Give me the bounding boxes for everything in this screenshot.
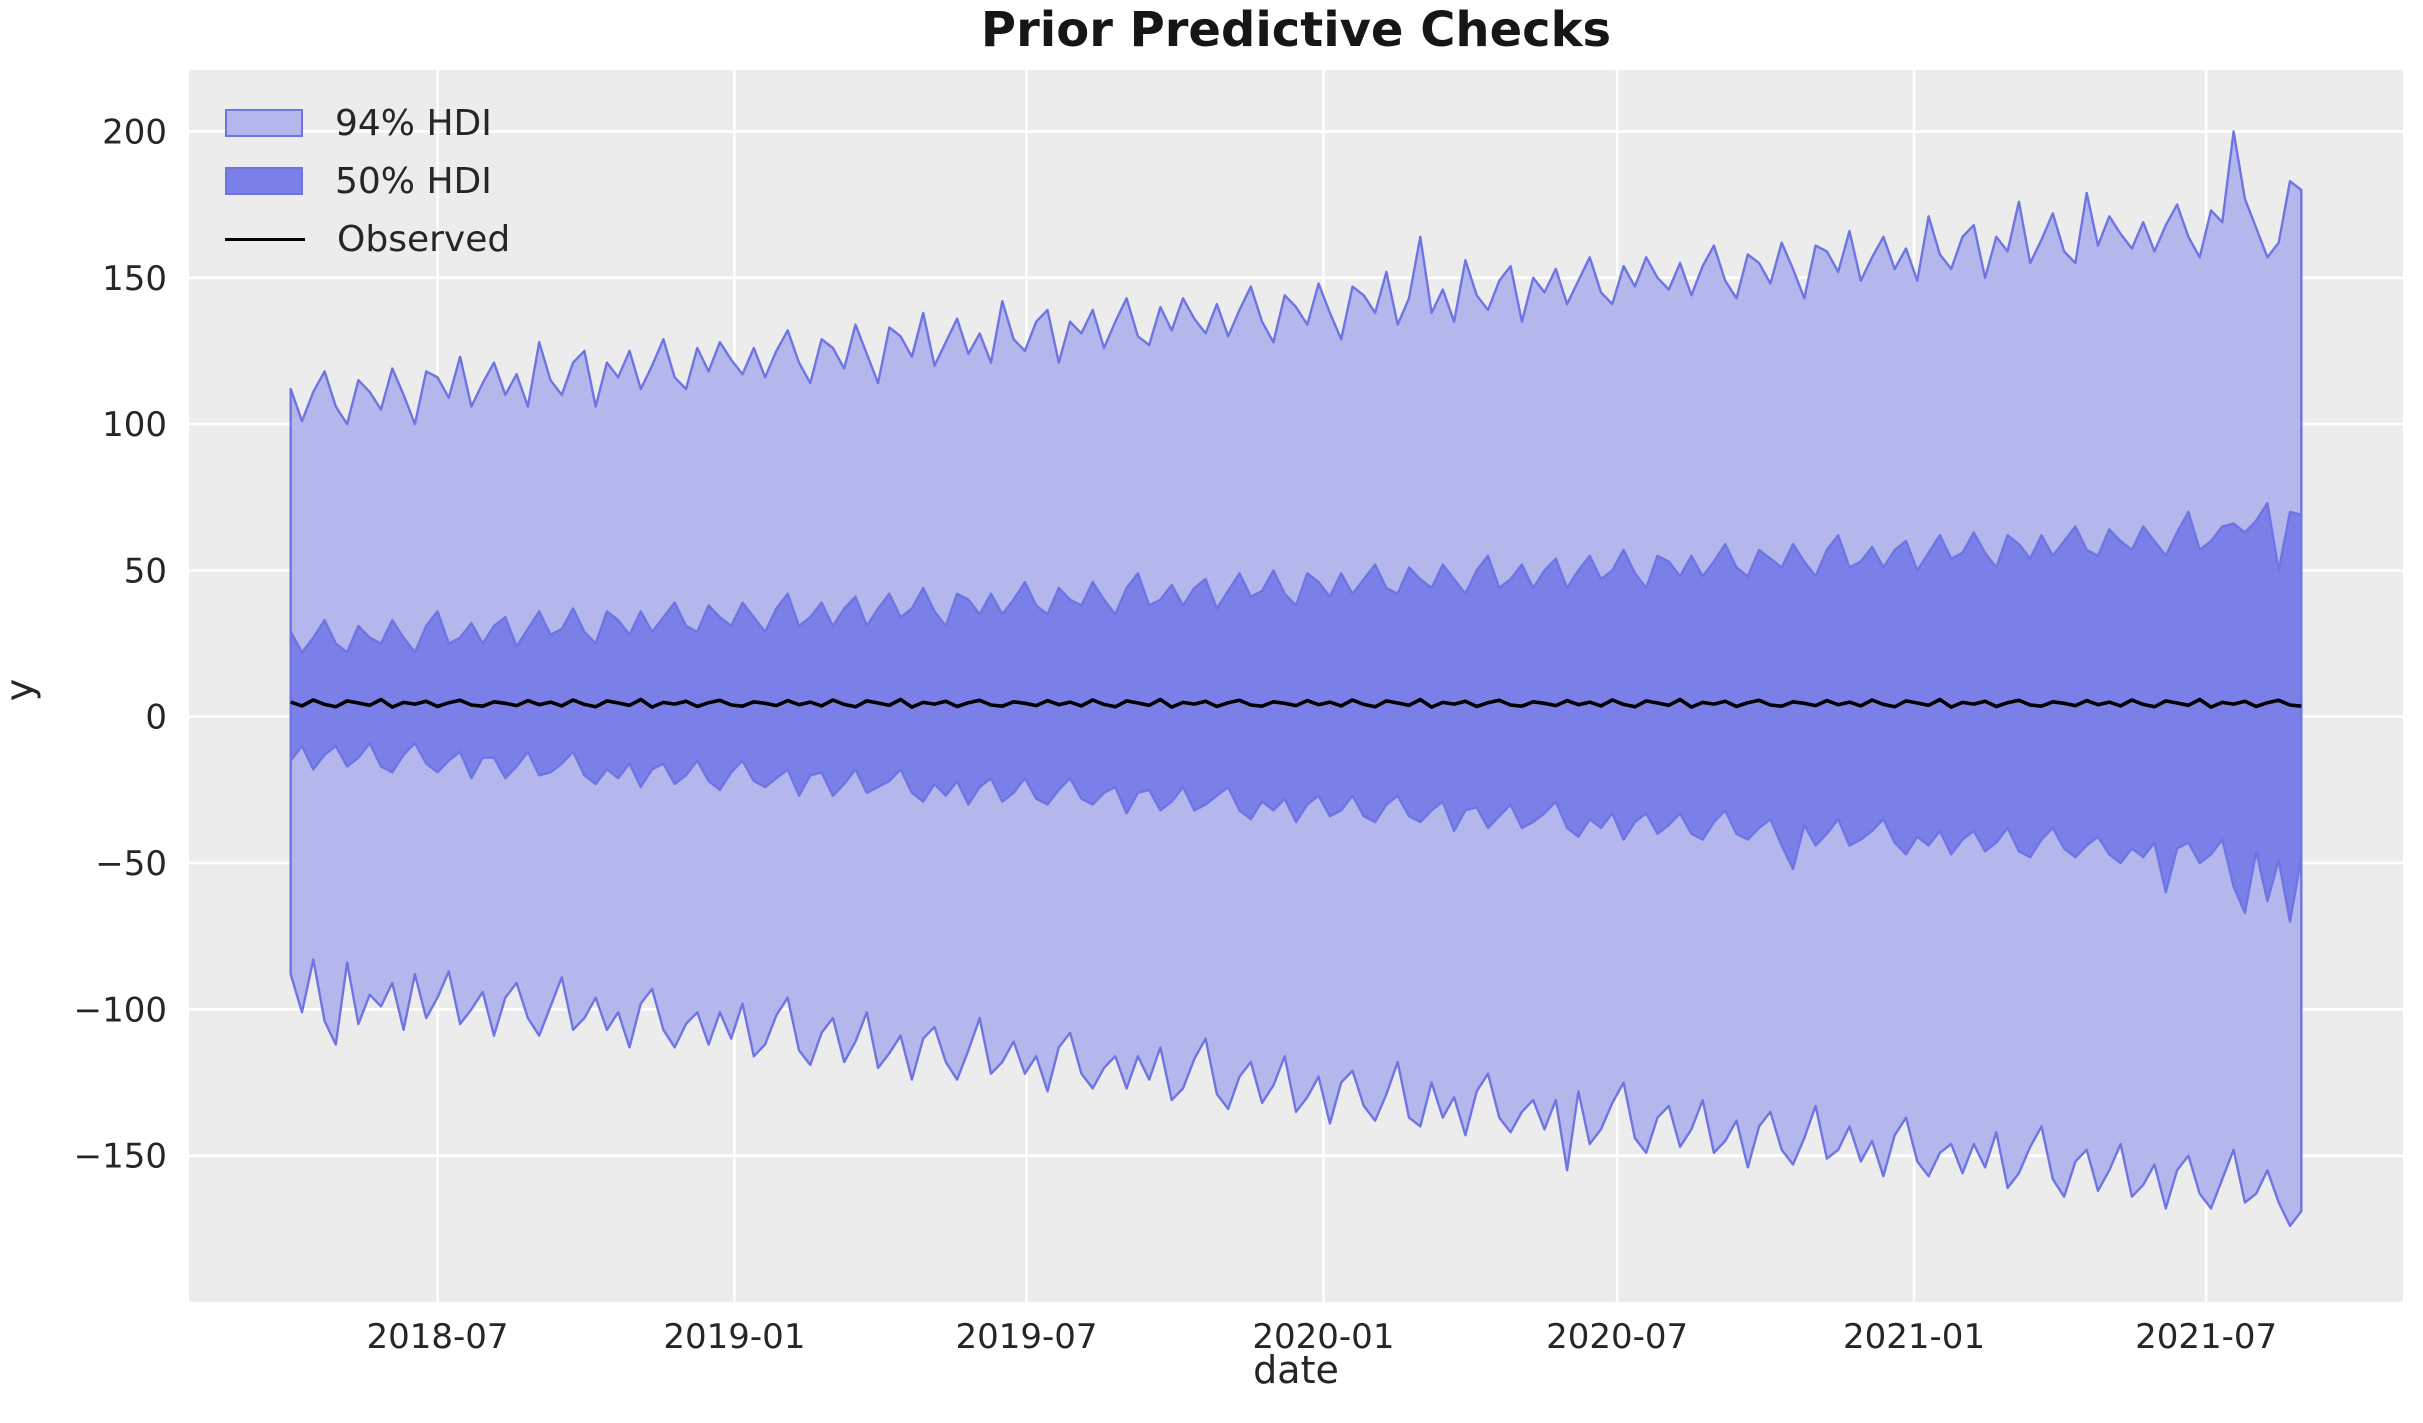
legend-label-observed: Observed <box>337 218 511 260</box>
legend-observed-line-icon <box>225 237 305 241</box>
y-tick-label: 150 <box>102 259 167 299</box>
legend-swatch-50-hdi-icon <box>225 167 303 195</box>
legend-swatch-94-hdi-icon <box>225 109 303 137</box>
y-tick-label: 100 <box>102 405 167 445</box>
legend-entry-50-hdi: 50% HDI <box>225 158 510 204</box>
x-tick-label: 2021-01 <box>1843 1317 1985 1357</box>
legend: 94% HDI 50% HDI Observed <box>225 100 510 274</box>
y-tick-label: −50 <box>95 844 167 884</box>
x-tick-label: 2021-07 <box>2135 1317 2277 1357</box>
y-tick-label: −150 <box>74 1137 167 1177</box>
x-tick-label: 2018-07 <box>366 1317 508 1357</box>
x-axis-label: date <box>1253 1348 1339 1392</box>
y-axis-label: y <box>0 678 42 702</box>
x-tick-label: 2019-07 <box>955 1317 1097 1357</box>
y-tick-label: −100 <box>74 990 167 1030</box>
y-tick-label: 0 <box>145 698 167 738</box>
x-tick-label: 2020-01 <box>1252 1317 1394 1357</box>
x-tick-label: 2020-07 <box>1546 1317 1688 1357</box>
y-tick-label: 50 <box>124 551 167 591</box>
y-tick-label: 200 <box>102 112 167 152</box>
chart-title: Prior Predictive Checks <box>980 2 1612 58</box>
legend-label-94-hdi: 94% HDI <box>335 102 492 144</box>
legend-label-50-hdi: 50% HDI <box>335 160 492 202</box>
observed-line <box>290 697 2302 709</box>
legend-entry-94-hdi: 94% HDI <box>225 100 510 146</box>
hdi-50-band <box>289 501 2303 923</box>
x-tick-label: 2019-01 <box>663 1317 805 1357</box>
legend-entry-observed: Observed <box>225 216 510 262</box>
